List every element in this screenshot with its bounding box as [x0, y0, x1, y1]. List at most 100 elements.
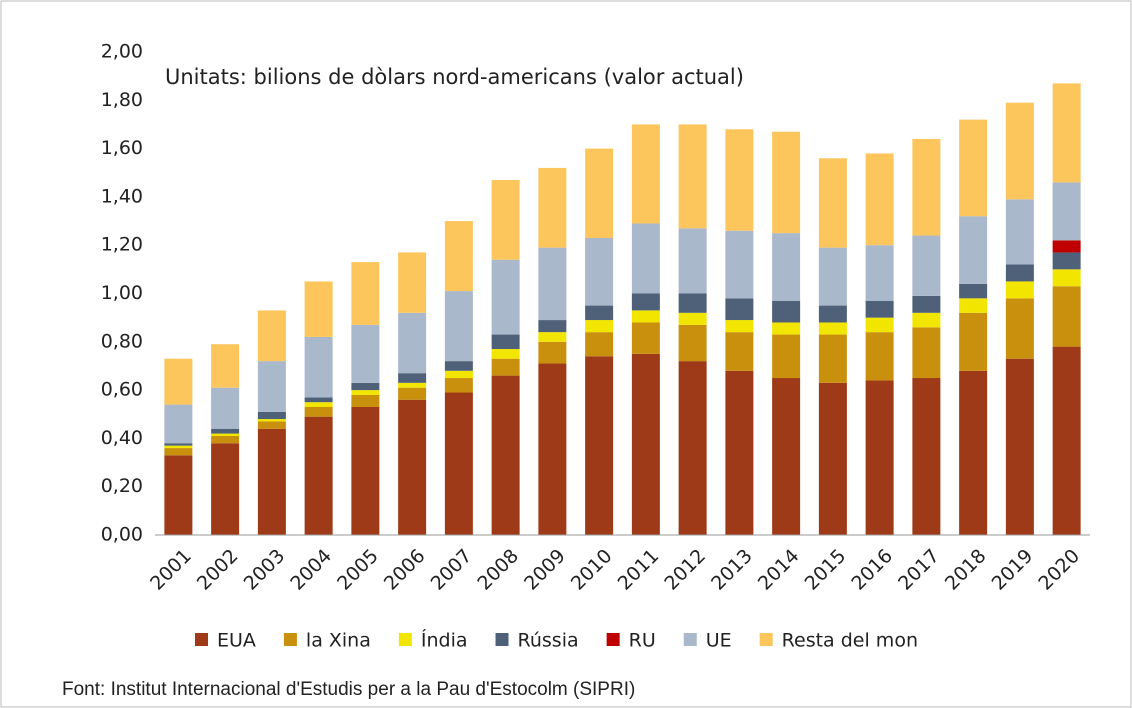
- chart-subtitle: Unitats: bilions de dòlars nord-american…: [165, 65, 744, 89]
- bar-segment: [678, 124, 707, 229]
- bar-segment: [678, 293, 707, 313]
- bar-segment: [772, 131, 801, 234]
- y-tick-label: 0,40: [101, 427, 143, 449]
- legend-label: Rússia: [518, 630, 579, 652]
- bar-segment: [959, 283, 988, 299]
- bar-segment: [304, 397, 333, 403]
- bar-segment: [912, 235, 941, 296]
- bar-segment: [1005, 199, 1034, 265]
- bar-segment: [164, 448, 193, 456]
- bar-segment: [304, 336, 333, 398]
- bar-segment: [772, 322, 801, 335]
- x-tick-label: 2008: [473, 545, 523, 595]
- bar-segment: [491, 375, 520, 535]
- y-tick-label: 1,60: [101, 137, 143, 159]
- legend-label: Resta del mon: [782, 630, 918, 652]
- x-tick-label: 2013: [707, 545, 757, 595]
- legend-swatch: [759, 633, 773, 646]
- bar-segment: [538, 167, 567, 248]
- bar-segment: [257, 361, 286, 412]
- bar-segment: [912, 312, 941, 328]
- bar-segment: [444, 361, 473, 371]
- bar-segment: [304, 281, 333, 337]
- bar-segment: [304, 416, 333, 535]
- legend-swatch: [283, 633, 297, 646]
- y-tick-label: 1,00: [101, 282, 143, 304]
- bar-segment: [865, 317, 894, 333]
- bar-segment: [1005, 102, 1034, 200]
- bar-segment: [304, 407, 333, 417]
- bar-segment: [585, 237, 614, 306]
- bar-segment: [398, 312, 427, 374]
- bar-segment: [912, 327, 941, 379]
- bar-segment: [1052, 182, 1081, 241]
- bar-segment: [585, 305, 614, 321]
- bar-segment: [725, 332, 754, 371]
- x-tick-label: 2016: [847, 545, 897, 595]
- bar-segment: [818, 322, 847, 335]
- y-tick-label: 0,20: [101, 475, 143, 497]
- x-tick-label: 2003: [240, 545, 290, 595]
- bar-segment: [491, 358, 520, 376]
- bar-segment: [491, 334, 520, 350]
- bar-segment: [257, 428, 286, 535]
- bar-segment: [678, 228, 707, 294]
- bar-segment: [912, 378, 941, 535]
- bar-segment: [398, 399, 427, 535]
- legend-label: la Xina: [306, 630, 371, 652]
- bar-segment: [164, 445, 193, 449]
- bar-segment: [1052, 346, 1081, 535]
- bar-segment: [398, 387, 427, 400]
- bar-segment: [818, 247, 847, 306]
- bar-segment: [1052, 269, 1081, 287]
- bar-segment: [398, 373, 427, 383]
- bar-segment: [818, 305, 847, 323]
- bar-segment: [444, 221, 473, 292]
- bar-segment: [959, 119, 988, 217]
- bar-segment: [211, 428, 240, 434]
- bar-segment: [1052, 252, 1081, 270]
- bar-segment: [772, 300, 801, 323]
- bar-segment: [865, 332, 894, 381]
- y-tick-label: 1,80: [101, 89, 143, 111]
- bar-segment: [678, 361, 707, 535]
- bar-segment: [164, 358, 193, 405]
- legend-swatch: [495, 633, 509, 646]
- bar-segment: [257, 421, 286, 429]
- bar-segment: [865, 300, 894, 318]
- bar-segment: [631, 322, 660, 354]
- bar-segment: [351, 382, 380, 391]
- bar-segment: [538, 332, 567, 342]
- bar-segment: [678, 312, 707, 325]
- x-tick-label: 2004: [286, 545, 336, 595]
- x-tick-label: 2020: [1034, 545, 1084, 595]
- bar-segment: [725, 129, 754, 231]
- x-tick-label: 2001: [146, 545, 196, 595]
- y-tick-label: 2,00: [101, 41, 143, 63]
- bar-segment: [865, 153, 894, 246]
- bar-segment: [351, 394, 380, 408]
- bar-segment: [398, 382, 427, 388]
- bar-segment: [538, 363, 567, 535]
- bar-segment: [585, 356, 614, 535]
- legend-label: Índia: [421, 629, 468, 652]
- bar-segment: [865, 245, 894, 301]
- legend-label: EUA: [217, 630, 256, 652]
- bar-segment: [538, 247, 567, 321]
- bar-segment: [257, 411, 286, 420]
- x-tick-label: 2009: [520, 545, 570, 595]
- x-tick-label: 2014: [754, 545, 804, 595]
- y-tick-label: 0,60: [101, 379, 143, 401]
- bar-segment: [631, 310, 660, 323]
- bar-segment: [398, 252, 427, 313]
- bar-segment: [725, 370, 754, 535]
- bar-segment: [772, 378, 801, 535]
- x-tick-label: 2005: [333, 545, 383, 595]
- bar-segment: [164, 404, 193, 444]
- bar-segment: [444, 392, 473, 535]
- bar-segment: [164, 443, 193, 446]
- bar-segment: [585, 332, 614, 357]
- legend-swatch: [398, 633, 412, 646]
- x-tick-label: 2006: [380, 545, 430, 595]
- bar-segment: [164, 455, 193, 535]
